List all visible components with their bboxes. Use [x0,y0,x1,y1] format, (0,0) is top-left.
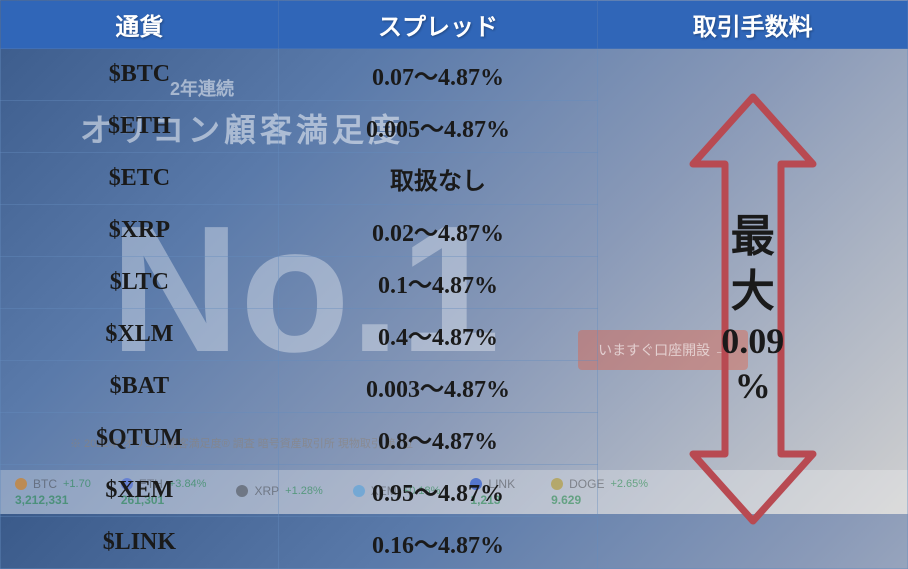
cell-spread: 0.95～4.87% [278,465,598,517]
cell-spread: 取扱なし [278,153,598,205]
cell-currency: $ETH [1,101,279,153]
cell-spread: 0.003～4.87% [278,361,598,413]
cell-currency: $ETC [1,153,279,205]
cell-spread: 0.1～4.87% [278,257,598,309]
cell-currency: $XLM [1,309,279,361]
cell-currency: $XRP [1,205,279,257]
cell-currency: $LTC [1,257,279,309]
cell-currency: $XEM [1,465,279,517]
cell-currency: $QTUM [1,413,279,465]
cell-spread: 0.02～4.87% [278,205,598,257]
table-row: $BTC0.07～4.87% 最 大 0.09 % [1,49,908,101]
header-fee: 取引手数料 [598,1,908,49]
cell-currency: $BAT [1,361,279,413]
cell-spread: 0.07～4.87% [278,49,598,101]
cell-spread: 0.005～4.87% [278,101,598,153]
cell-spread: 0.8～4.87% [278,413,598,465]
crypto-fee-table: 通貨 スプレッド 取引手数料 $BTC0.07～4.87% 最 大 0.09 %… [0,0,908,569]
cell-currency: $LINK [1,517,279,569]
cell-currency: $BTC [1,49,279,101]
cell-spread: 0.16～4.87% [278,517,598,569]
header-spread: スプレッド [278,1,598,49]
cell-fee: 最 大 0.09 % [598,49,908,569]
fee-text: 最 大 0.09 % [721,209,784,409]
header-currency: 通貨 [1,1,279,49]
cell-spread: 0.4～4.87% [278,309,598,361]
